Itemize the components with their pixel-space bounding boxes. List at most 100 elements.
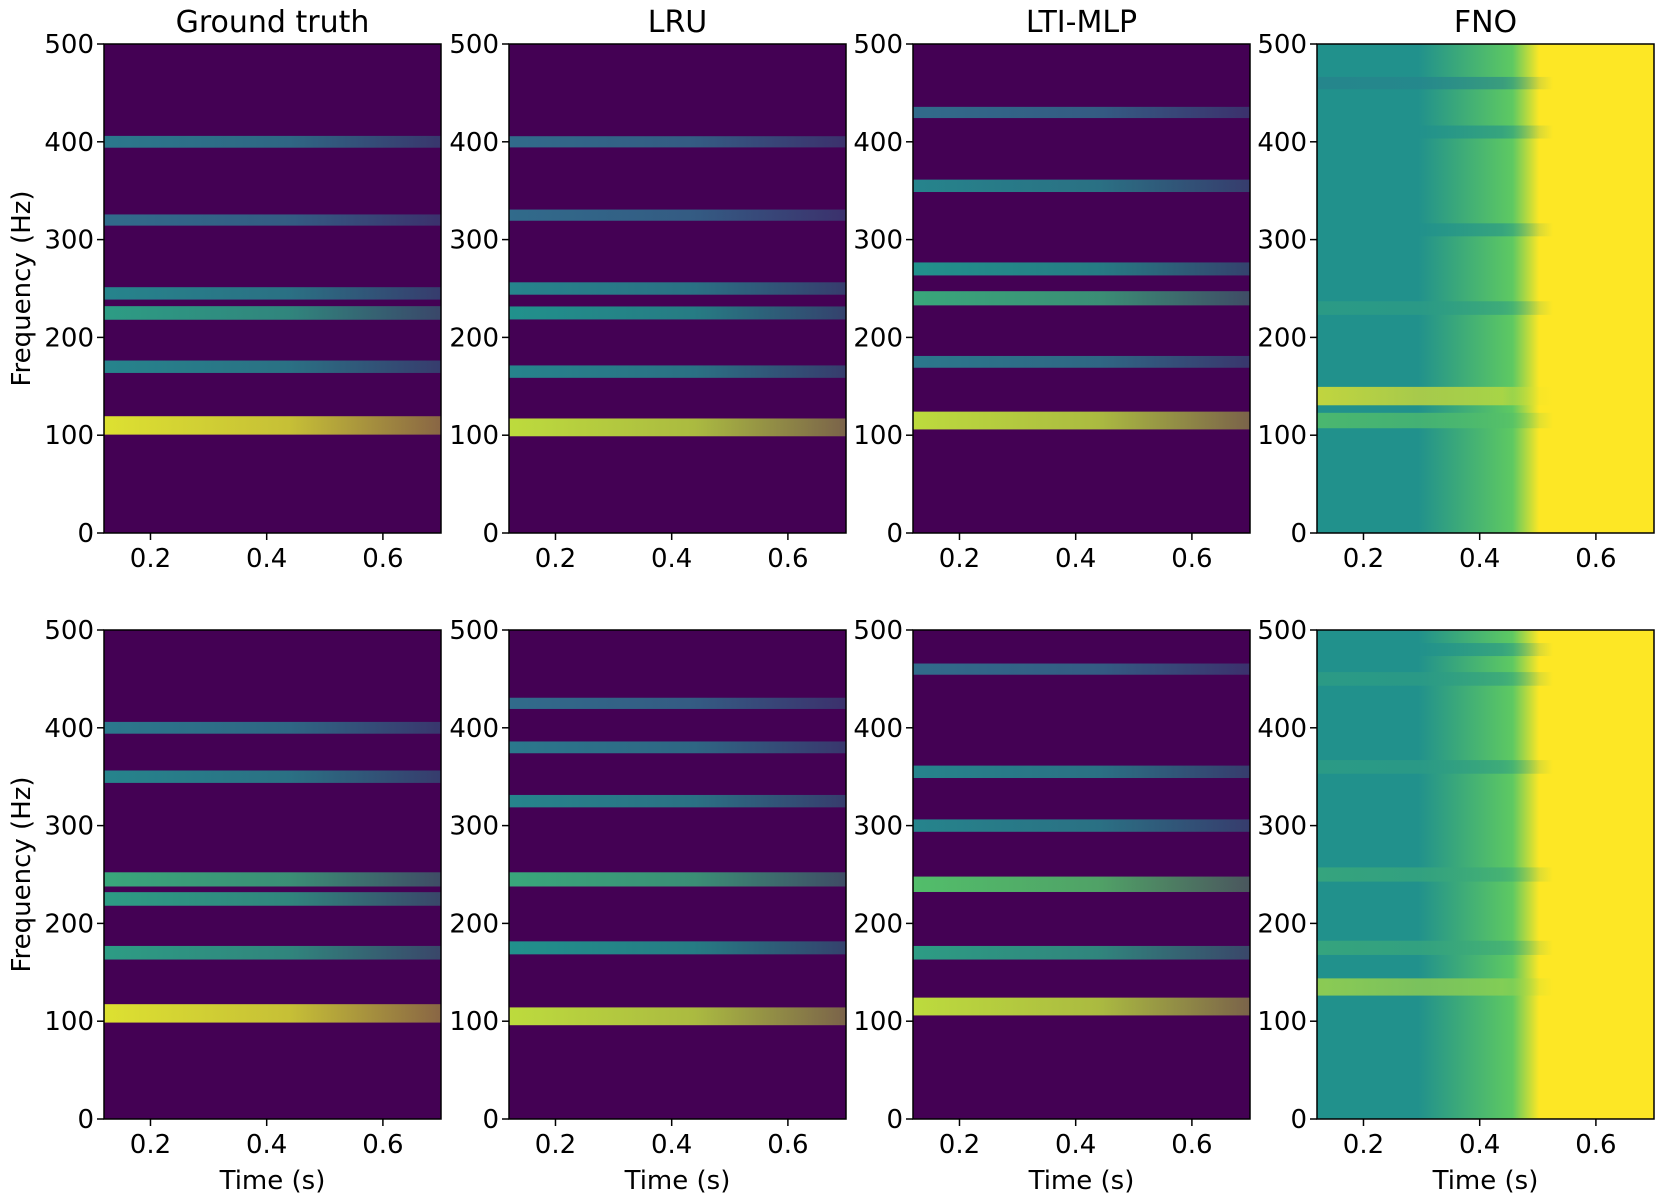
spectral-band <box>913 945 1250 960</box>
spectral-band <box>509 697 846 709</box>
x-axis-label: Time (s) <box>1028 1166 1135 1196</box>
x-tick-label: 0.6 <box>362 1130 403 1160</box>
plot-frame <box>1316 43 1655 534</box>
x-tick-label: 0.2 <box>535 544 576 574</box>
y-tick-label: 500 <box>449 616 499 646</box>
y-tick-label: 400 <box>44 128 94 158</box>
x-tick-label: 0.4 <box>246 544 287 574</box>
y-tick-label: 0 <box>482 519 499 549</box>
plot-frame <box>508 629 847 1120</box>
x-tick-label: 0.6 <box>1171 544 1212 574</box>
y-tick-label: 300 <box>449 812 499 842</box>
spectral-band <box>1317 386 1654 406</box>
y-tick-label: 300 <box>44 226 94 256</box>
spectral-band <box>509 306 846 320</box>
spectral-band <box>509 1007 846 1026</box>
x-tick-label: 0.2 <box>130 544 171 574</box>
y-tick-label: 400 <box>1257 128 1307 158</box>
spectral-band <box>509 794 846 808</box>
heatmap-fill <box>1317 44 1654 533</box>
spectral-band <box>104 872 441 887</box>
x-tick-label: 0.6 <box>767 1130 808 1160</box>
y-tick-label: 400 <box>449 714 499 744</box>
y-tick-label: 300 <box>853 812 903 842</box>
y-tick-label: 100 <box>1257 421 1307 451</box>
y-tick-label: 300 <box>853 226 903 256</box>
spectral-band <box>509 136 846 148</box>
x-tick-label: 0.4 <box>1055 1130 1096 1160</box>
x-tick-label: 0.4 <box>1055 544 1096 574</box>
spectral-band <box>104 1004 441 1023</box>
y-tick-label: 200 <box>44 909 94 939</box>
y-tick-label: 100 <box>1257 1007 1307 1037</box>
y-tick-label: 400 <box>449 128 499 158</box>
y-tick-label: 500 <box>44 616 94 646</box>
y-tick-label: 0 <box>886 519 903 549</box>
x-tick-label: 0.4 <box>1459 544 1500 574</box>
spectral-band <box>1317 672 1654 686</box>
spectral-band <box>104 135 441 148</box>
spectral-band <box>913 765 1250 779</box>
x-tick-label: 0.2 <box>939 544 980 574</box>
spectral-band <box>1317 223 1654 237</box>
y-tick-label: 0 <box>1290 1105 1307 1135</box>
y-tick-label: 100 <box>44 1007 94 1037</box>
spectral-band <box>913 106 1250 119</box>
x-tick-label: 0.4 <box>651 544 692 574</box>
x-tick-label: 0.4 <box>246 1130 287 1160</box>
spectrogram-panel: 0.2 0.4 0.6 0 100 200 300 400 500 Time (s) <box>1257 616 1655 1196</box>
spectral-band <box>104 945 441 960</box>
y-axis-label: Frequency (Hz) <box>7 776 37 972</box>
y-tick-label: 100 <box>449 421 499 451</box>
y-tick-label: 0 <box>1290 519 1307 549</box>
spectrogram-panel: 0.2 0.4 0.6 0 100 200 300 400 500 LTI-MLP <box>853 5 1251 574</box>
y-tick-label: 300 <box>44 812 94 842</box>
spectral-band <box>913 262 1250 276</box>
spectral-band <box>509 365 846 378</box>
y-tick-label: 500 <box>449 30 499 60</box>
spectral-band <box>1317 301 1654 315</box>
y-tick-label: 300 <box>1257 226 1307 256</box>
y-tick-label: 200 <box>1257 323 1307 353</box>
spectrogram-panel: 0.2 0.4 0.6 0 100 200 300 400 500 FNO <box>1257 5 1655 574</box>
spectral-band <box>1317 760 1654 774</box>
y-tick-label: 500 <box>853 616 903 646</box>
y-tick-label: 100 <box>853 421 903 451</box>
y-tick-label: 0 <box>77 519 94 549</box>
y-tick-label: 400 <box>44 714 94 744</box>
y-tick-label: 200 <box>1257 909 1307 939</box>
x-tick-label: 0.6 <box>362 544 403 574</box>
y-tick-label: 200 <box>853 909 903 939</box>
x-tick-label: 0.2 <box>130 1130 171 1160</box>
x-tick-label: 0.4 <box>651 1130 692 1160</box>
panel-title: LRU <box>648 5 708 40</box>
y-tick-label: 200 <box>44 323 94 353</box>
y-tick-label: 400 <box>853 714 903 744</box>
x-tick-label: 0.6 <box>767 544 808 574</box>
spectral-band <box>509 209 846 221</box>
spectral-band <box>913 663 1250 675</box>
y-tick-label: 400 <box>1257 714 1307 744</box>
y-tick-label: 100 <box>44 421 94 451</box>
heatmap-background <box>913 630 1250 1119</box>
spectrogram-panel: 0.2 0.4 0.6 0 100 200 300 400 500 Time (s) Frequen… <box>7 616 442 1196</box>
spectral-band <box>104 306 441 320</box>
y-tick-label: 500 <box>853 30 903 60</box>
x-axis-label: Time (s) <box>219 1166 326 1196</box>
y-tick-label: 0 <box>886 1105 903 1135</box>
spectral-band <box>104 360 441 373</box>
plot-frame <box>1316 629 1655 1120</box>
x-tick-label: 0.2 <box>939 1130 980 1160</box>
spectral-band <box>104 214 441 226</box>
plot-frame <box>103 43 442 534</box>
spectral-band <box>1317 76 1654 90</box>
spectral-band <box>913 355 1250 368</box>
spectral-band <box>913 411 1250 430</box>
y-tick-label: 0 <box>77 1105 94 1135</box>
spectral-band <box>913 997 1250 1016</box>
y-tick-label: 0 <box>482 1105 499 1135</box>
y-tick-label: 200 <box>449 323 499 353</box>
plot-frame <box>912 43 1251 534</box>
spectrogram-panel: 0.2 0.4 0.6 0 100 200 300 400 500 LRU <box>449 5 847 574</box>
